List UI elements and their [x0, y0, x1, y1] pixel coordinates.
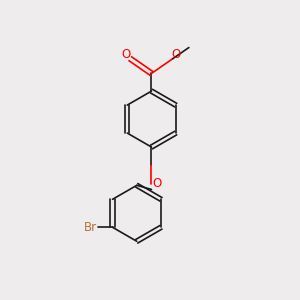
Text: Br: Br: [84, 221, 97, 234]
Text: O: O: [153, 177, 162, 190]
Text: O: O: [122, 48, 131, 62]
Text: O: O: [172, 48, 181, 62]
